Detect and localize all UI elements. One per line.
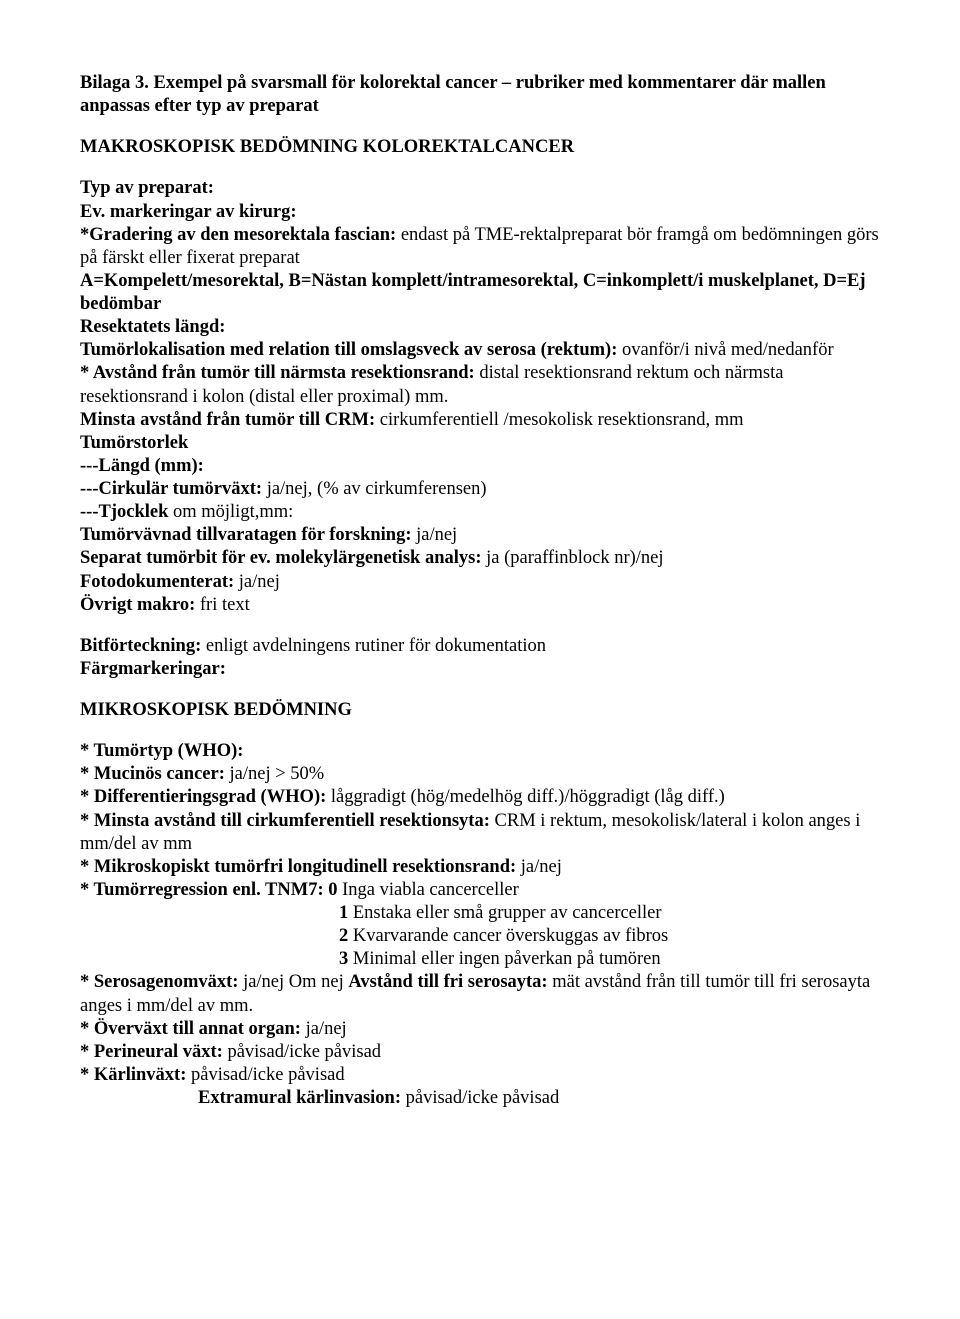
text-fotodok: ja/nej [234, 572, 280, 592]
label-forskning: Tumörvävnad tillvaratagen för forskning: [80, 525, 411, 545]
label-typ-preparat: Typ av preparat: [80, 178, 214, 198]
text-cirkular: ja/nej, (% av cirkumferensen) [262, 479, 486, 499]
text-bitforteckning: enligt avdelningens rutiner för dokument… [201, 636, 546, 656]
label-fotodok: Fotodokumenterat: [80, 572, 234, 592]
label-separat: Separat tumörbit för ev. molekylärgeneti… [80, 548, 482, 568]
text-diff: låggradigt (hög/medelhög diff.)/höggradi… [326, 787, 725, 807]
label-tumortyp: * Tumörtyp (WHO): [80, 741, 243, 761]
text-mikro-tumorfri: ja/nej [516, 857, 562, 877]
text-extramural: påvisad/icke påvisad [401, 1088, 559, 1108]
label-avstand-tumor: * Avstånd från tumör till närmsta resekt… [80, 363, 475, 383]
text-tumorregression-3: Minimal eller ingen påverkan på tumören [348, 949, 660, 969]
label-mikro-tumorfri: * Mikroskopiskt tumörfri longitudinell r… [80, 857, 516, 877]
label-fargmarkeringar: Färgmarkeringar: [80, 659, 226, 679]
label-tumorlokalisation: Tumörlokalisation med relation till omsl… [80, 340, 617, 360]
label-karlinvaxt: * Kärlinväxt: [80, 1065, 186, 1085]
text-karlinvaxt: påvisad/icke påvisad [186, 1065, 344, 1085]
label-gradering: *Gradering av den mesorektala fascian: [80, 225, 396, 245]
text-tumorregression-1: Enstaka eller små grupper av cancercelle… [348, 903, 661, 923]
text-serosa-1: ja/nej Om nej [238, 972, 348, 992]
label-tumorregression-3: 3 [339, 949, 348, 969]
label-extramural: Extramural kärlinvasion: [198, 1088, 401, 1108]
label-serosa: * Serosagenomväxt: [80, 972, 238, 992]
label-resektatets-langd: Resektatets längd: [80, 317, 225, 337]
text-tjocklek: om möjligt,mm: [168, 502, 293, 522]
text-ovrigt-makro: fri text [195, 595, 249, 615]
label-tjocklek: ---Tjocklek [80, 502, 168, 522]
text-gradering-grades: A=Kompelett/mesorektal, B=Nästan komplet… [80, 271, 866, 314]
label-diff: * Differentieringsgrad (WHO): [80, 787, 326, 807]
text-tumorregression-0: Inga viabla cancerceller [337, 880, 518, 900]
text-tumorlokalisation: ovanför/i nivå med/nedanför [617, 340, 833, 360]
label-overvext: * Överväxt till annat organ: [80, 1019, 301, 1039]
label-cirkular: ---Cirkulär tumörväxt: [80, 479, 262, 499]
label-bitforteckning: Bitförteckning: [80, 636, 201, 656]
heading-makroskopisk: MAKROSKOPISK BEDÖMNING KOLOREKTALCANCER [80, 137, 574, 157]
label-tumorstorlek: Tumörstorlek [80, 433, 188, 453]
label-langd-mm: ---Längd (mm): [80, 456, 204, 476]
text-forskning: ja/nej [411, 525, 457, 545]
label-ev-markeringar: Ev. markeringar av kirurg: [80, 202, 297, 222]
text-overvext: ja/nej [301, 1019, 347, 1039]
document-title: Bilaga 3. Exempel på svarsmall för kolor… [80, 73, 826, 116]
text-separat: ja (paraffinblock nr)/nej [482, 548, 664, 568]
label-tumorregression: * Tumörregression enl. TNM7: 0 [80, 880, 337, 900]
text-perineural: påvisad/icke påvisad [223, 1042, 381, 1062]
label-minsta-cirk: * Minsta avstånd till cirkumferentiell r… [80, 811, 490, 831]
text-minsta-crm: cirkumferentiell /mesokolisk resektionsr… [375, 410, 743, 430]
label-ovrigt-makro: Övrigt makro: [80, 595, 195, 615]
label-serosa-2: Avstånd till fri serosayta: [348, 972, 547, 992]
label-tumorregression-1: 1 [339, 903, 348, 923]
heading-mikroskopisk: MIKROSKOPISK BEDÖMNING [80, 700, 352, 720]
text-tumorregression-2: Kvarvarande cancer överskuggas av fibros [348, 926, 668, 946]
label-mucinos: * Mucinös cancer: [80, 764, 225, 784]
label-tumorregression-2: 2 [339, 926, 348, 946]
label-perineural: * Perineural växt: [80, 1042, 223, 1062]
label-minsta-crm: Minsta avstånd från tumör till CRM: [80, 410, 375, 430]
text-mucinos: ja/nej > 50% [225, 764, 324, 784]
